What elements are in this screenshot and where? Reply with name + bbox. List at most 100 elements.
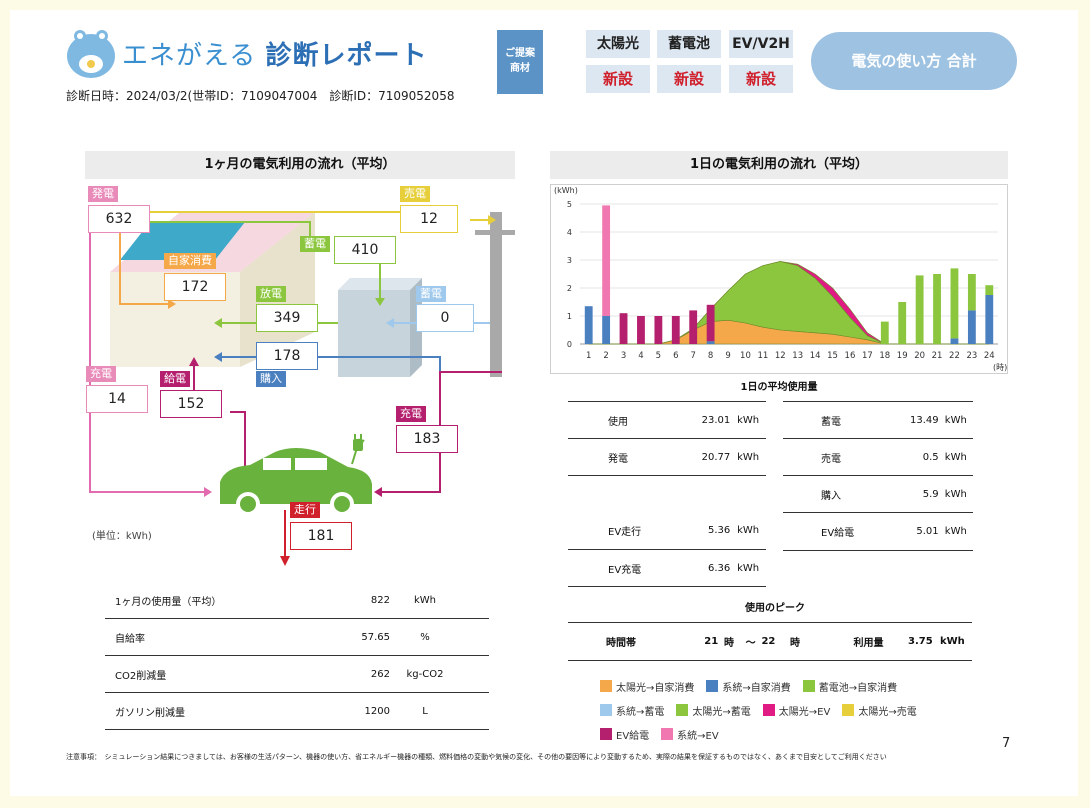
legend-swatch: [600, 680, 612, 692]
legend-item: 系統→自家消費: [706, 679, 791, 694]
x-tick-label: 17: [862, 351, 873, 361]
x-tick-label: 1: [586, 351, 591, 361]
x-tick-label: 20: [914, 351, 925, 361]
proposal-label-2: 商材: [510, 63, 530, 74]
monthly-stats: 1ヶ月の使用量（平均） 822 kWh 自給率 57.65 % CO2削減量 2…: [105, 582, 489, 730]
peak-sep: ～: [745, 638, 756, 649]
peak-from: 21: [704, 636, 719, 647]
legend-label: 蓄電池→自家消費: [818, 682, 898, 694]
stat-value: 6.36: [708, 562, 731, 574]
stat-label: 使用: [608, 416, 628, 428]
daily-right-stats: 蓄電 13.49 kWh 売電 0.5 kWh 購入 5.9 kWh EV給電 …: [783, 401, 973, 551]
y-tick-label: 4: [567, 228, 572, 237]
area-太陽光→EV: [588, 261, 990, 345]
bar-EV給電-5: [654, 316, 663, 344]
flow-value-kyuden: 152: [160, 390, 222, 418]
bar-系統→EV-2: [602, 205, 611, 316]
stat-row: CO2削減量 262 kg-CO2: [105, 656, 489, 692]
chart-legend: 太陽光→自家消費 系統→自家消費 蓄電池→自家消費系統→蓄電 太陽光→蓄電 太陽光→EV…: [600, 674, 1000, 746]
y-tick-label: 3: [567, 256, 572, 265]
legend-swatch: [600, 704, 612, 716]
x-tick-label: 13: [792, 351, 803, 361]
x-tick-label: 21: [932, 351, 943, 361]
charger-plug-icon: [353, 434, 363, 451]
x-tick-label: 24: [984, 351, 995, 361]
stat-row: EV走行 5.36 kWh: [568, 512, 766, 549]
flow-label-juden-left: 充電: [86, 366, 116, 382]
x-tick-label: 23: [966, 351, 977, 361]
peak-from-unit: 時: [724, 638, 735, 649]
bar-系統→自家消費-23: [967, 310, 976, 344]
logo-title: エネがえる 診断レポート: [122, 35, 428, 72]
x-tick-label: 11: [757, 351, 768, 361]
x-tick-label: 14: [810, 351, 821, 361]
tag-solar-status: 新設: [586, 65, 650, 93]
legend-item: EV給電: [600, 727, 649, 742]
legend-label: 系統→自家消費: [722, 682, 791, 694]
bar-系統→自家消費-24: [985, 295, 994, 344]
legend-swatch: [676, 704, 689, 716]
x-tick-label: 16: [845, 351, 856, 361]
x-tick-label: 8: [708, 351, 713, 361]
bar-系統→自家消費-1: [584, 306, 593, 344]
x-tick-label: 2: [603, 351, 608, 361]
legend-label: 系統→蓄電: [616, 706, 665, 718]
legend-label: 太陽光→自家消費: [616, 682, 695, 694]
bar-蓄電池→自家消費-20: [915, 275, 924, 344]
stat-row: 蓄電 13.49 kWh: [783, 402, 973, 438]
y-tick-label: 2: [567, 284, 572, 293]
bar-蓄電池→自家消費-19: [898, 302, 907, 344]
stat-unit: kWh: [737, 414, 760, 426]
stat-value: 20.77: [701, 451, 731, 463]
peak-usage-label: 利用量: [853, 638, 884, 649]
bar-蓄電池→自家消費-22: [950, 268, 959, 339]
proposal-products-button[interactable]: ご提案 商材: [497, 30, 543, 94]
stat-label: 自給率: [115, 633, 145, 645]
legend-swatch: [802, 680, 815, 692]
legend-label: 太陽光→蓄電: [692, 706, 751, 718]
stat-row: 自給率 57.65 %: [105, 619, 489, 655]
legend-label: 系統→EV: [677, 730, 719, 742]
bar-EV給電-3: [619, 313, 628, 344]
peak-to-unit: 時: [790, 638, 801, 649]
legend-swatch: [842, 704, 855, 716]
logo-brand: エネがえる: [122, 41, 257, 71]
flow-label-soukou: 走行: [290, 502, 320, 518]
stat-row: 売電 0.5 kWh: [783, 439, 973, 475]
stat-row: ガソリン削減量 1200 L: [105, 693, 489, 729]
unit-note: (単位：kWh): [92, 531, 152, 542]
flow-value-konyu: 178: [256, 342, 318, 370]
legend-item: 系統→EV: [661, 727, 719, 742]
x-tick-label: 7: [690, 351, 695, 361]
stat-row: EV給電 5.01 kWh: [783, 513, 973, 550]
flow-label-hatsuden: 発電: [88, 186, 118, 202]
legend-item: 太陽光→自家消費: [600, 679, 694, 694]
stat-value: 57.65: [361, 631, 390, 643]
flow-value-juden-right: 183: [396, 425, 458, 453]
page-number: 7: [1002, 736, 1011, 751]
daily-flow-title: 1日の電気利用の流れ（平均）: [550, 151, 1008, 179]
diagnosis-meta: 診断日時：2024/03/2(世帯ID：7109047004 診断ID：7109…: [66, 89, 455, 103]
flow-value-chikuden: 410: [334, 236, 396, 264]
chart-xlabel: (時): [993, 363, 1007, 372]
legend-item: 系統→蓄電: [600, 703, 664, 718]
stat-value: 13.49: [909, 414, 939, 426]
legend-swatch: [762, 704, 775, 716]
stat-unit: kWh: [413, 594, 437, 606]
x-tick-label: 5: [656, 351, 661, 361]
legend-item: 太陽光→EV: [762, 703, 830, 718]
tag-ev-status: 新設: [729, 65, 793, 93]
x-tick-label: 15: [827, 351, 838, 361]
flow-value-chikuden2: 0: [416, 304, 474, 332]
flow-value-soukou: 181: [290, 522, 352, 550]
peak-usage-unit: kWh: [939, 636, 965, 647]
usage-total-button[interactable]: 電気の使い方 合計: [811, 32, 1017, 90]
report-page: エネがえる 診断レポート 診断日時：2024/03/2(世帯ID：7109047…: [10, 10, 1078, 796]
flow-label-konyu: 購入: [256, 371, 286, 387]
bar-系統→自家消費-22: [950, 338, 959, 344]
stat-row: 購入 5.9 kWh: [783, 476, 973, 512]
stat-unit: kWh: [737, 451, 760, 463]
stat-row: EV充電 6.36 kWh: [568, 550, 766, 586]
stat-value: 262: [370, 668, 390, 680]
